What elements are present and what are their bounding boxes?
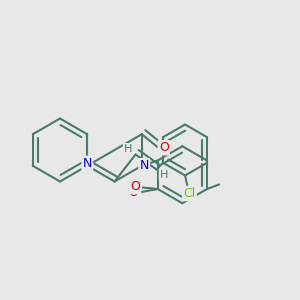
Text: O: O xyxy=(130,180,140,193)
Text: N: N xyxy=(82,157,92,170)
Text: Cl: Cl xyxy=(183,187,196,200)
Text: O: O xyxy=(129,185,139,199)
Text: O: O xyxy=(159,141,169,154)
Text: N: N xyxy=(140,159,149,172)
Text: H: H xyxy=(124,144,132,154)
Text: H: H xyxy=(160,170,168,180)
